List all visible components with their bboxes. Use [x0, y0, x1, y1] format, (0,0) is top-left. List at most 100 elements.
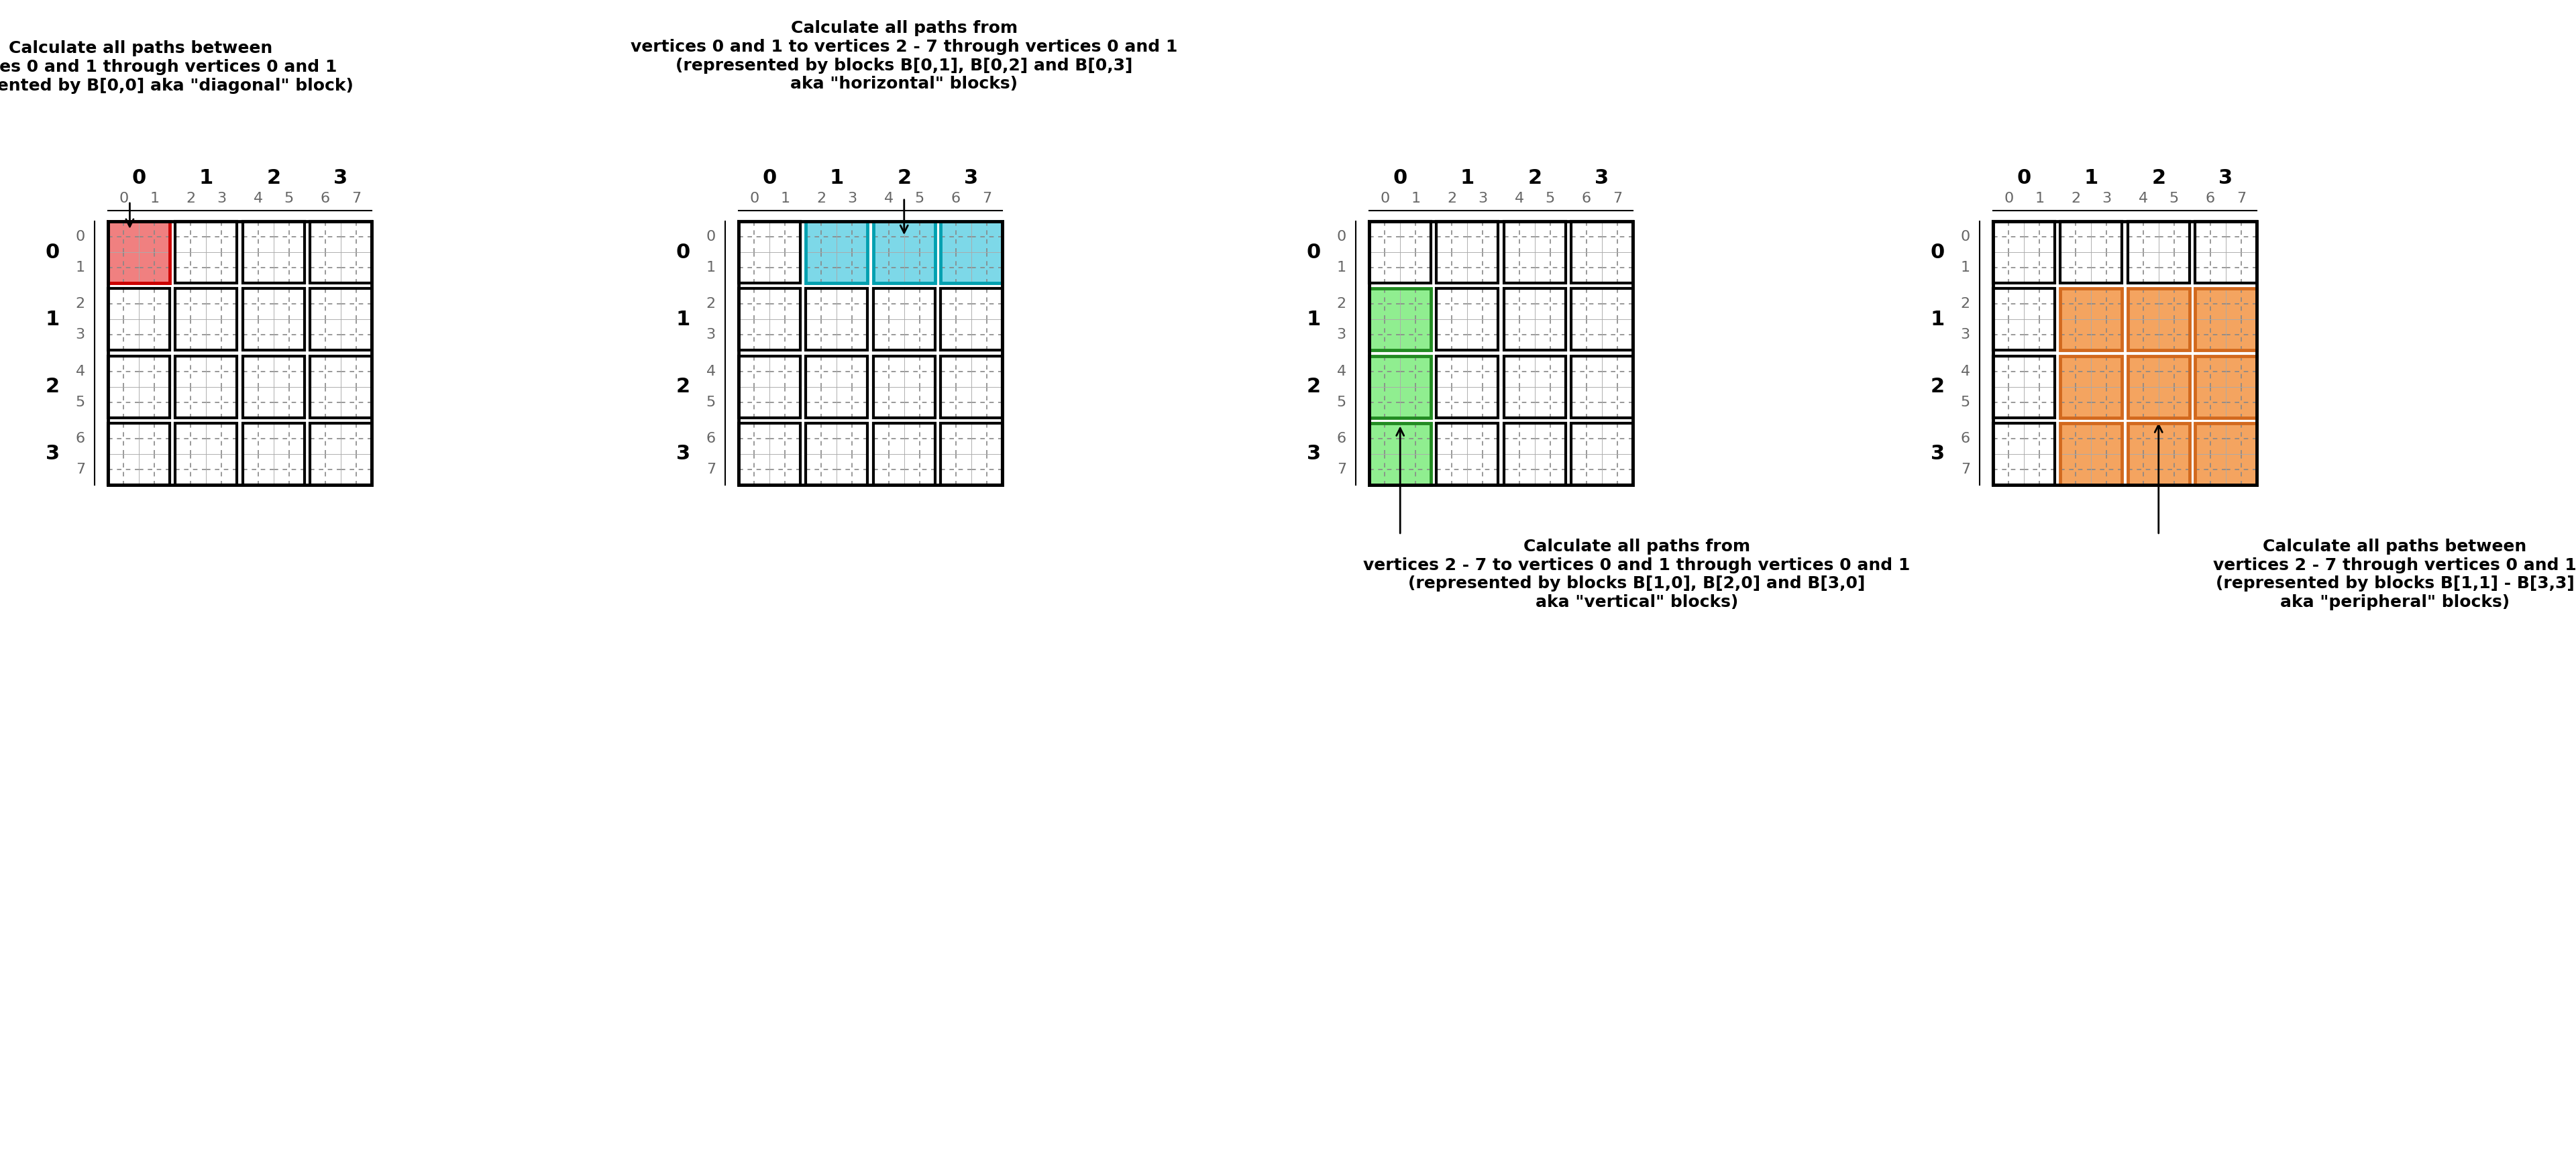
Bar	[1535, 355, 1566, 387]
Bar	[873, 289, 904, 319]
Text: 0: 0	[1306, 242, 1321, 262]
Bar	[1571, 253, 1602, 283]
Bar	[2159, 289, 2190, 319]
Bar	[739, 289, 801, 351]
Bar	[2128, 289, 2159, 319]
Bar	[2061, 253, 2092, 283]
Text: 3: 3	[1479, 192, 1486, 205]
Bar	[739, 221, 1002, 485]
Bar	[971, 355, 1002, 387]
Text: 4: 4	[252, 192, 263, 205]
Bar	[1571, 423, 1633, 485]
Bar	[770, 355, 801, 387]
Text: Calculate all paths from
vertices 2 - 7 to vertices 0 and 1 through vertices 0 a: Calculate all paths from vertices 2 - 7 …	[1363, 539, 1911, 610]
Bar	[1370, 289, 1432, 351]
Bar	[739, 253, 770, 283]
Bar	[806, 221, 868, 283]
Bar	[2025, 289, 2056, 319]
Text: 6: 6	[2205, 192, 2215, 205]
Bar	[1571, 289, 1633, 351]
Bar	[1535, 319, 1566, 351]
Bar	[770, 423, 801, 454]
Bar	[1602, 454, 1633, 485]
Bar	[770, 387, 801, 417]
Bar	[2025, 454, 2056, 485]
Bar	[1468, 221, 1499, 253]
Bar	[1504, 423, 1566, 485]
Text: 2: 2	[1448, 192, 1458, 205]
Bar	[309, 221, 340, 253]
Bar	[770, 221, 801, 253]
Bar	[770, 319, 801, 351]
Bar	[206, 355, 237, 387]
Bar	[2195, 423, 2257, 485]
Bar	[1535, 221, 1566, 253]
Bar	[1370, 221, 1432, 283]
Bar	[2128, 355, 2190, 417]
Bar	[1370, 355, 1401, 387]
Text: Calculate all paths between
vertices 2 - 7 through vertices 0 and 1
(represented: Calculate all paths between vertices 2 -…	[2213, 539, 2576, 610]
Text: 2: 2	[265, 168, 281, 188]
Bar	[2159, 221, 2190, 253]
Bar	[806, 355, 837, 387]
Text: 6: 6	[1337, 431, 1347, 445]
Bar	[873, 253, 904, 283]
Bar	[739, 355, 801, 417]
Bar	[1437, 423, 1499, 485]
Bar	[940, 221, 1002, 283]
Bar	[1535, 253, 1566, 283]
Text: 1: 1	[1461, 168, 1473, 188]
Bar	[1370, 289, 1401, 319]
Bar	[206, 319, 237, 351]
Text: 3: 3	[848, 192, 858, 205]
Text: 3: 3	[1337, 328, 1347, 341]
Text: 1: 1	[706, 261, 716, 275]
Bar	[1994, 387, 2025, 417]
Bar	[175, 355, 237, 417]
Bar	[806, 423, 837, 454]
Text: 0: 0	[762, 168, 778, 188]
Text: 6: 6	[319, 192, 330, 205]
Bar	[108, 355, 139, 387]
Bar	[1370, 387, 1401, 417]
Bar	[108, 221, 139, 253]
Text: 7: 7	[75, 463, 85, 476]
Bar	[2128, 253, 2159, 283]
Bar	[837, 387, 868, 417]
Bar	[1571, 423, 1602, 454]
Bar	[139, 319, 170, 351]
Bar	[1401, 221, 1432, 253]
Text: 2: 2	[1960, 297, 1971, 311]
Bar	[806, 221, 868, 283]
Bar	[2195, 355, 2257, 417]
Bar	[242, 289, 273, 319]
Bar	[309, 253, 340, 283]
Bar	[940, 221, 971, 253]
Bar	[340, 387, 371, 417]
Bar	[1571, 289, 1602, 319]
Text: 7: 7	[2236, 192, 2246, 205]
Bar	[139, 221, 170, 253]
Text: 3: 3	[1929, 444, 1945, 464]
Text: 0: 0	[1337, 230, 1347, 243]
Bar	[971, 319, 1002, 351]
Bar	[1571, 221, 1633, 283]
Bar	[175, 221, 206, 253]
Bar	[2226, 289, 2257, 319]
Bar	[2226, 454, 2257, 485]
Bar	[2092, 253, 2123, 283]
Bar	[2025, 319, 2056, 351]
Text: 1: 1	[1960, 261, 1971, 275]
Bar	[1370, 221, 1401, 253]
Text: 1: 1	[675, 310, 690, 330]
Text: 3: 3	[335, 168, 348, 188]
Bar	[1602, 319, 1633, 351]
Bar	[206, 221, 237, 253]
Bar	[242, 387, 273, 417]
Bar	[971, 221, 1002, 253]
Bar	[108, 387, 139, 417]
Bar	[108, 319, 139, 351]
Bar	[1437, 289, 1499, 351]
Bar	[940, 387, 971, 417]
Bar	[1535, 423, 1566, 454]
